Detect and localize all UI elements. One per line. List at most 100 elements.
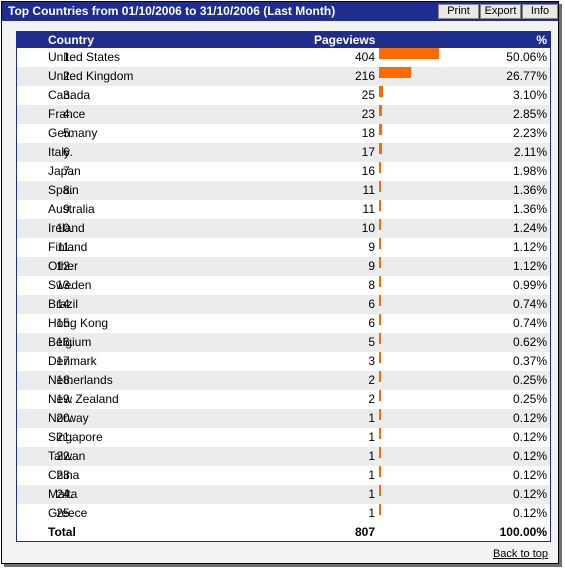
- row-country: Greece: [48, 506, 88, 520]
- row-percent: 0.25%: [512, 392, 547, 406]
- pageviews-bar: [379, 333, 381, 344]
- info-button[interactable]: Info: [522, 4, 558, 19]
- row-pageviews: 3: [368, 354, 375, 368]
- row-percent: 0.12%: [512, 487, 547, 501]
- row-country: United Kingdom: [48, 69, 134, 83]
- row-rank: 20.: [56, 411, 73, 425]
- row-pageviews: 8: [368, 278, 375, 292]
- row-pageviews: 1: [368, 449, 375, 463]
- row-country: Italy: [48, 145, 71, 159]
- row-country: Germany: [48, 126, 98, 140]
- table-row: 22. Taiwan 1 0.12%: [17, 447, 550, 466]
- column-header-percent: %: [536, 33, 547, 47]
- row-country: Brazil: [48, 297, 79, 311]
- row-pageviews: 6: [368, 316, 375, 330]
- row-percent: 1.36%: [512, 183, 547, 197]
- table-row: 21. Singapore 1 0.12%: [17, 428, 550, 447]
- panel-title: Top Countries from 01/10/2006 to 31/10/2…: [8, 4, 336, 18]
- row-rank: 18.: [56, 373, 73, 387]
- row-country: Singapore: [48, 430, 103, 444]
- countries-table: Country Pageviews % 1. United States 404 50…: [16, 31, 551, 542]
- row-percent: 0.74%: [512, 316, 547, 330]
- row-pageviews: 9: [368, 259, 375, 273]
- row-percent: 0.74%: [512, 297, 547, 311]
- row-rank: 13.: [56, 278, 73, 292]
- table-row: 6. Italy 17 2.11%: [17, 143, 550, 162]
- row-country: Australia: [48, 202, 95, 216]
- pageviews-bar: [379, 295, 381, 306]
- total-pageviews: 807: [354, 525, 375, 539]
- row-rank: 3.: [62, 88, 73, 102]
- print-button[interactable]: Print: [438, 4, 479, 19]
- row-percent: 2.11%: [513, 145, 547, 159]
- row-rank: 7.: [62, 164, 73, 178]
- row-pageviews: 1: [368, 411, 375, 425]
- total-row: Total 807 100.00%: [17, 523, 550, 542]
- row-country: Norway: [48, 411, 89, 425]
- row-pageviews: 11: [362, 202, 375, 216]
- column-header-pageviews: Pageviews: [314, 33, 376, 47]
- pageviews-bar: [379, 371, 381, 382]
- row-pageviews: 1: [368, 506, 375, 520]
- export-button[interactable]: Export: [480, 4, 521, 19]
- row-percent: 1.12%: [512, 240, 547, 254]
- table-row: 11. Finland 9 1.12%: [17, 238, 550, 257]
- table-header: Country Pageviews %: [17, 32, 550, 48]
- row-percent: 0.25%: [512, 373, 547, 387]
- row-percent: 1.36%: [512, 202, 547, 216]
- row-pageviews: 1: [368, 430, 375, 444]
- top-countries-panel: Top Countries from 01/10/2006 to 31/10/2…: [1, 1, 559, 564]
- back-to-top-link[interactable]: Back to top: [492, 548, 548, 560]
- row-rank: 23.: [56, 468, 73, 482]
- row-pageviews: 1: [368, 487, 375, 501]
- pageviews-bar: [379, 409, 381, 420]
- row-rank: 15.: [56, 316, 73, 330]
- row-rank: 17.: [56, 354, 73, 368]
- row-rank: 1.: [62, 50, 73, 64]
- row-pageviews: 11: [362, 183, 375, 197]
- row-country: Taiwan: [48, 449, 86, 463]
- row-pageviews: 404: [354, 50, 375, 64]
- row-country: Spain: [48, 183, 79, 197]
- row-percent: 1.24%: [512, 221, 547, 235]
- row-percent: 0.99%: [512, 278, 547, 292]
- pageviews-bar: [379, 276, 381, 287]
- row-country: France: [48, 107, 86, 121]
- row-pageviews: 16: [361, 164, 375, 178]
- row-country: Hong Kong: [48, 316, 109, 330]
- pageviews-bar: [379, 352, 381, 363]
- pageviews-bar: [379, 105, 382, 116]
- row-rank: 19.: [56, 392, 73, 406]
- pageviews-bar: [379, 48, 439, 59]
- row-rank: 21.: [56, 430, 73, 444]
- pageviews-bar: [379, 257, 381, 268]
- table-row: 24. Malta 1 0.12%: [17, 485, 550, 504]
- row-country: United States: [48, 50, 121, 64]
- row-percent: 2.23%: [512, 126, 547, 140]
- pageviews-bar: [379, 200, 381, 211]
- row-percent: 0.62%: [512, 335, 547, 349]
- row-rank: 25.: [56, 506, 73, 520]
- row-country: China: [48, 468, 80, 482]
- total-percent: 100.00%: [499, 525, 547, 539]
- row-rank: 14.: [56, 297, 73, 311]
- table-row: 18. Netherlands 2 0.25%: [17, 371, 550, 390]
- row-country: Sweden: [48, 278, 92, 292]
- pageviews-bar: [379, 314, 381, 325]
- pageviews-bar: [379, 124, 382, 135]
- row-pageviews: 18: [361, 126, 375, 140]
- table-row: 14. Brazil 6 0.74%: [17, 295, 550, 314]
- row-pageviews: 6: [368, 297, 375, 311]
- row-pageviews: 2: [368, 392, 375, 406]
- table-row: 19. New Zealand 2 0.25%: [17, 390, 550, 409]
- table-row: 7. Japan 16 1.98%: [17, 162, 550, 181]
- row-rank: 11.: [57, 240, 73, 254]
- row-percent: 3.10%: [512, 88, 547, 102]
- row-rank: 16.: [56, 335, 73, 349]
- total-label: Total: [48, 525, 76, 539]
- table-row: 25. Greece 1 0.12%: [17, 504, 550, 523]
- table-row: 13. Sweden 8 0.99%: [17, 276, 550, 295]
- table-row: 23. China 1 0.12%: [17, 466, 550, 485]
- row-country: Canada: [48, 88, 91, 102]
- row-percent: 1.98%: [512, 164, 547, 178]
